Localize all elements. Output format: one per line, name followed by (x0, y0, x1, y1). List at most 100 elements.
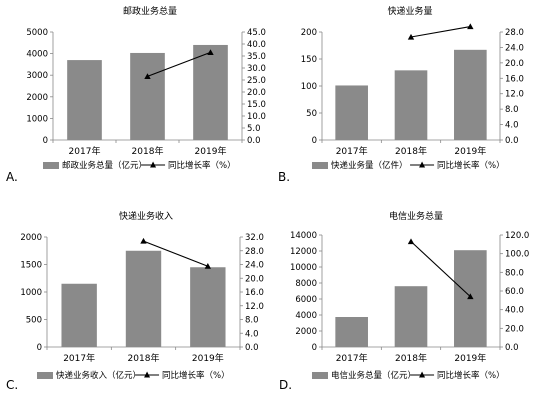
bar-2017年 (61, 283, 97, 347)
y2-tick-label: 10.0 (247, 112, 266, 122)
y-tick-label: 0 (312, 343, 317, 353)
bar-2018年 (130, 52, 165, 141)
y2-tick-label: 24.0 (505, 43, 524, 53)
chart-panel-c: 快递业务收入 0 500 1000 1500 2000 0.0 4.0 8.0 12.0 16.0 2… (6, 210, 264, 392)
growth-point (144, 73, 151, 79)
y-tick-label: 0 (43, 136, 48, 146)
growth-point (407, 33, 415, 40)
y-tick-label: 14000 (290, 231, 317, 241)
legend-line-label: 同比增长率（%） (162, 370, 230, 381)
growth-point (407, 238, 415, 245)
y2-tick-label: 45.0 (247, 28, 266, 38)
y2-tick-label: 35.0 (247, 52, 266, 62)
panel-label: C. (6, 378, 18, 392)
x-tick-label: 2019年 (454, 145, 486, 157)
bar-2017年 (335, 85, 368, 140)
y2-tick-label: 120.0 (505, 231, 529, 241)
bar-2019年 (193, 44, 228, 140)
y2-tick-label: 8.0 (245, 316, 259, 326)
legend-bar-label: 快递业务收入（亿元） (56, 370, 141, 381)
legend-line-label: 同比增长率（%） (437, 370, 505, 381)
y-tick-label: 2000 (26, 93, 48, 103)
y2-tick-label: 20.0 (245, 274, 264, 284)
legend-line-label: 同比增长率（%） (437, 160, 505, 171)
legend-bar-label: 快递业务量（亿件） (331, 160, 408, 171)
y-tick-label: 4000 (295, 311, 317, 321)
panel-label: D. (279, 378, 292, 392)
y2-tick-label: 5.0 (247, 124, 261, 134)
chart-title: 快递业务收入 (119, 210, 173, 222)
y-tick-label: 0 (37, 343, 42, 353)
x-tick-label: 2018年 (128, 352, 160, 364)
x-tick-label: 2017年 (69, 145, 101, 157)
legend-line-marker (150, 161, 157, 168)
legend-bar-swatch (312, 162, 328, 169)
chart-title: 邮政业务总量 (123, 5, 177, 17)
chart-panel-d: 电信业务总量 0 2000 4000 6000 8000 10000 12000 14000 0.… (279, 210, 529, 392)
bar-2019年 (454, 49, 487, 140)
x-tick-label: 2018年 (132, 145, 164, 157)
bar-2018年 (125, 250, 162, 347)
y-tick-label: 10000 (290, 263, 317, 273)
y2-tick-label: 40.0 (505, 306, 524, 316)
x-tick-label: 2017年 (336, 145, 368, 157)
y-tick-label: 12000 (290, 247, 317, 257)
y-tick-label: 200 (301, 28, 317, 38)
y2-tick-label: 100.0 (505, 250, 529, 260)
y2-tick-label: 16.0 (245, 288, 264, 298)
y-tick-label: 500 (26, 316, 42, 326)
y-tick-label: 3000 (26, 71, 48, 81)
x-tick-label: 2018年 (395, 352, 427, 364)
x-tick-label: 2019年 (195, 145, 227, 157)
chart-title: 快递业务量 (387, 5, 432, 17)
y2-tick-label: 20.0 (505, 324, 524, 334)
x-tick-label: 2017年 (63, 352, 95, 364)
y-tick-label: 0 (312, 136, 317, 146)
chart-panel-b: 快递业务量 0 50 100 150 200 0.0 4.0 8.0 12.0 16.0 20.0 24… (278, 5, 524, 184)
growth-point (467, 293, 474, 300)
legend-bar-label: 电信业务总量（亿元） (331, 370, 416, 381)
bar-2017年 (67, 60, 102, 140)
y-tick-label: 50 (306, 109, 317, 119)
legend-bar-swatch (43, 162, 59, 169)
y2-tick-label: 28.0 (505, 28, 524, 38)
x-tick-label: 2017年 (336, 352, 368, 364)
bar-2019年 (190, 267, 226, 347)
growth-line (410, 26, 471, 38)
growth-line (147, 51, 211, 77)
y-tick-label: 4000 (26, 50, 48, 60)
y2-tick-label: 80.0 (505, 268, 524, 278)
chart-title: 电信业务总量 (389, 210, 443, 222)
y2-tick-label: 30.0 (247, 64, 266, 74)
growth-point (204, 263, 212, 269)
legend-bar-swatch (312, 372, 328, 379)
y-tick-label: 2000 (295, 327, 317, 337)
bar-2017年 (335, 317, 368, 347)
y2-tick-label: 0.0 (247, 136, 261, 146)
x-tick-label: 2018年 (395, 145, 427, 157)
y2-tick-label: 16.0 (505, 74, 524, 84)
panel-label: B. (278, 170, 290, 184)
y2-tick-label: 25.0 (247, 76, 266, 86)
growth-point (140, 237, 147, 244)
y2-tick-label: 8.0 (505, 105, 519, 115)
y2-tick-label: 24.0 (245, 261, 264, 271)
y-tick-label: 150 (301, 55, 317, 65)
growth-line (143, 240, 209, 267)
growth-line (410, 241, 471, 298)
legend-line-label: 同比增长率（%） (168, 160, 236, 171)
y2-tick-label: 0.0 (245, 343, 259, 353)
legend-line-marker (144, 371, 151, 378)
y2-tick-label: 32.0 (245, 233, 264, 243)
x-tick-label: 2019年 (192, 352, 224, 364)
y2-tick-label: 12.0 (505, 90, 524, 100)
y2-tick-label: 60.0 (505, 287, 524, 297)
bar-2018年 (394, 286, 428, 347)
y-tick-label: 6000 (295, 295, 317, 305)
y-tick-label: 5000 (26, 28, 48, 38)
y2-tick-label: 40.0 (247, 40, 266, 50)
legend-bar-swatch (37, 372, 53, 379)
x-tick-label: 2019年 (454, 352, 486, 364)
y-tick-label: 1000 (26, 114, 48, 124)
y2-tick-label: 4.0 (505, 121, 519, 131)
